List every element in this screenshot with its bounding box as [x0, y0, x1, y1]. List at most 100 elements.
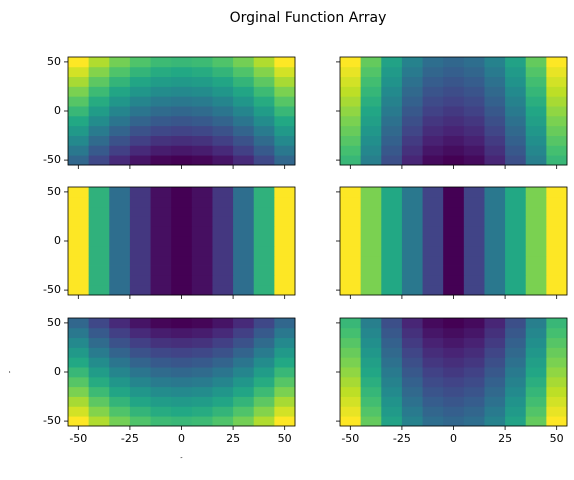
- heatmap-cell: [484, 187, 506, 198]
- heatmap-cell: [212, 115, 234, 127]
- heatmap-cell: [463, 318, 485, 329]
- heatmap-cell: [274, 396, 296, 407]
- heatmap-cell: [253, 145, 275, 156]
- y-tick-label: 50: [47, 185, 61, 198]
- heatmap-cell: [274, 57, 296, 68]
- heatmap-cell: [68, 216, 90, 227]
- heatmap-cell: [546, 155, 568, 166]
- heatmap-cell: [253, 57, 275, 68]
- heatmap-cell: [546, 106, 568, 117]
- heatmap-cell: [150, 226, 172, 237]
- heatmap-cell: [443, 406, 465, 417]
- heatmap-cell: [381, 76, 403, 87]
- heatmap-cell: [191, 265, 213, 276]
- heatmap-cell: [129, 275, 151, 286]
- heatmap-cell: [171, 145, 193, 156]
- heatmap-cell: [253, 226, 275, 237]
- heatmap-cell: [401, 318, 423, 329]
- heatmap-cell: [191, 236, 213, 247]
- heatmap-cell: [422, 226, 444, 237]
- heatmap-cell: [129, 125, 151, 136]
- heatmap-cell: [171, 367, 193, 378]
- heatmap-cell: [340, 206, 362, 217]
- heatmap-cell: [546, 66, 568, 78]
- heatmap-cell: [340, 275, 362, 286]
- heatmap-cell: [381, 96, 403, 107]
- heatmap-cell: [233, 106, 255, 117]
- heatmap-cell: [88, 226, 110, 237]
- heatmap-cell: [422, 155, 444, 166]
- heatmap-cell: [191, 347, 213, 358]
- heatmap-cell: [171, 96, 193, 107]
- heatmap-cell: [233, 245, 255, 257]
- heatmap-cell: [109, 155, 131, 166]
- heatmap-cell: [129, 406, 151, 417]
- heatmap-cell: [443, 318, 465, 329]
- heatmap-cell: [525, 57, 547, 68]
- heatmap-cell: [129, 396, 151, 407]
- heatmap-cell: [360, 367, 382, 378]
- heatmap-cell: [505, 416, 527, 427]
- heatmap-cell: [88, 318, 110, 329]
- heatmap-cell: [381, 216, 403, 227]
- heatmap-cell: [191, 396, 213, 407]
- heatmap-cell: [88, 396, 110, 407]
- heatmap-cell: [274, 357, 296, 368]
- heatmap-cell: [401, 337, 423, 348]
- heatmap-cell: [150, 416, 172, 427]
- heatmap-cell: [505, 396, 527, 407]
- heatmap-cell: [360, 236, 382, 247]
- heatmap-cell: [525, 367, 547, 378]
- heatmap-cell: [381, 318, 403, 329]
- heatmap-cell: [340, 66, 362, 78]
- heatmap-cell: [463, 265, 485, 276]
- heatmap-cell: [484, 76, 506, 87]
- heatmap-cell: [422, 367, 444, 378]
- heatmap-cell: [360, 245, 382, 257]
- heatmap-cell: [253, 327, 275, 339]
- heatmap-cell: [253, 357, 275, 368]
- heatmap-cell: [463, 285, 485, 296]
- heatmap-cell: [191, 245, 213, 257]
- heatmap-cell: [191, 187, 213, 198]
- heatmap-cell: [340, 135, 362, 146]
- heatmap-cell: [360, 115, 382, 127]
- heatmap-cell: [381, 115, 403, 127]
- heatmap-cell: [88, 245, 110, 257]
- heatmap-cell: [381, 245, 403, 257]
- x-tick-label: -50: [341, 432, 359, 445]
- heatmap-cell: [212, 135, 234, 146]
- heatmap-cell: [129, 135, 151, 146]
- heatmap-cell: [360, 386, 382, 397]
- heatmap-cell: [381, 135, 403, 146]
- heatmap-cell: [525, 115, 547, 127]
- heatmap-cell: [88, 196, 110, 208]
- heatmap-cell: [253, 106, 275, 117]
- heatmap-cell: [274, 96, 296, 107]
- heatmap-cell: [88, 275, 110, 286]
- heatmap-cell: [109, 285, 131, 296]
- heatmap-cell: [274, 196, 296, 208]
- heatmap-cell: [274, 216, 296, 227]
- heatmap-cell: [463, 337, 485, 348]
- heatmap-cell: [129, 337, 151, 348]
- heatmap-cell: [525, 96, 547, 107]
- heatmap-cell: [191, 327, 213, 339]
- heatmap-cell: [68, 367, 90, 378]
- heatmap-cell: [484, 106, 506, 117]
- heatmap-cell: [68, 337, 90, 348]
- heatmap-cell: [381, 236, 403, 247]
- heatmap-cell: [401, 396, 423, 407]
- heatmap-cell: [171, 406, 193, 417]
- heatmap-cell: [360, 285, 382, 296]
- heatmap-cell: [150, 96, 172, 107]
- heatmap-cell: [381, 416, 403, 427]
- heatmap-cell: [129, 318, 151, 329]
- heatmap-cell: [212, 145, 234, 156]
- heatmap-cell: [546, 367, 568, 378]
- heatmap-cell: [109, 376, 131, 388]
- heatmap-cell: [463, 96, 485, 107]
- heatmap-cell: [68, 196, 90, 208]
- heatmap-cell: [340, 416, 362, 427]
- heatmap-cell: [463, 206, 485, 217]
